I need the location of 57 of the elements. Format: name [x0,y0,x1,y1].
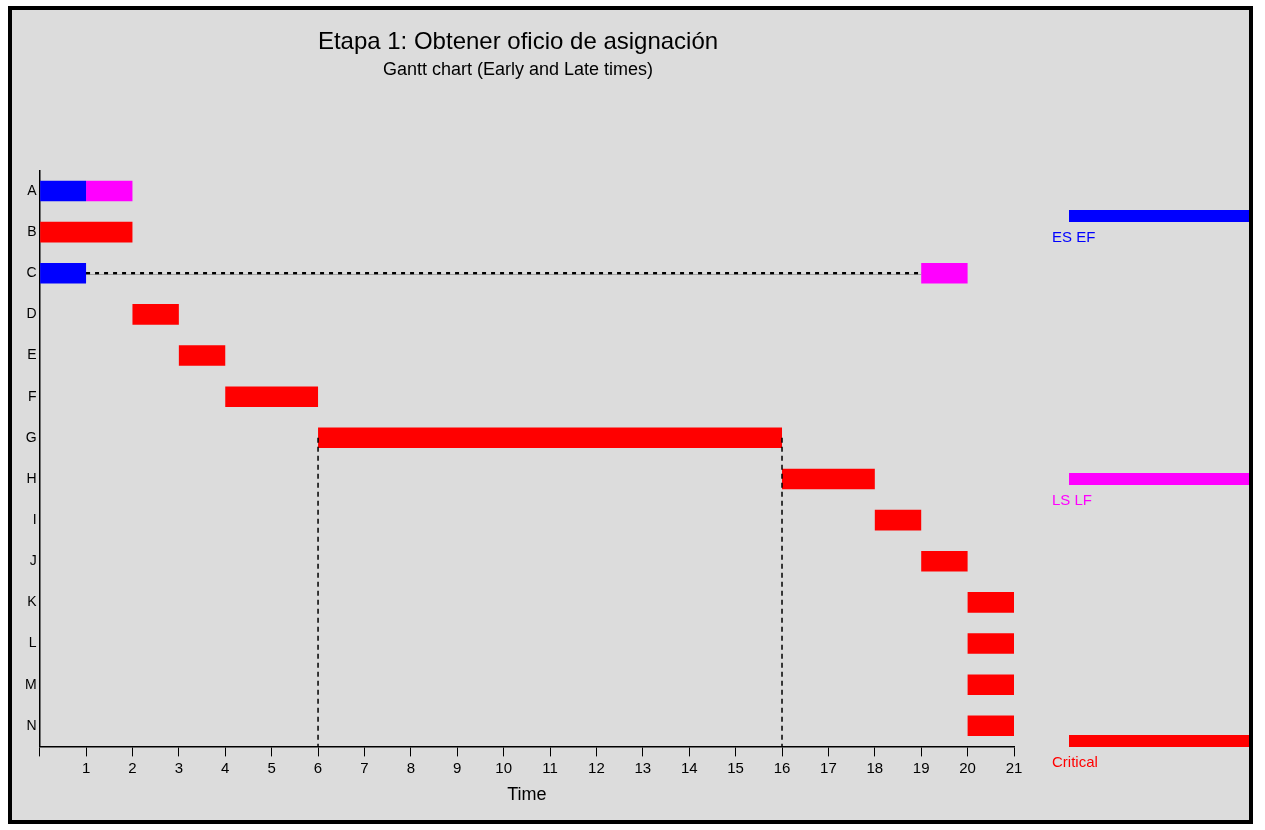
y-tick-label: J [29,552,37,569]
bar [967,715,1014,737]
bar [86,180,133,202]
bar [40,262,87,284]
x-tick-label: 16 [773,758,791,776]
chart-title: Etapa 1: Obtener oficio de asignación [317,27,719,55]
x-tick-label: 8 [406,758,416,776]
y-tick-label: G [25,428,37,445]
y-tick-label: F [28,387,37,404]
y-tick-label: C [26,264,37,281]
x-tick-label: 13 [634,758,652,776]
x-tick-label: 7 [360,758,369,776]
bar [967,592,1014,613]
x-tick-label: 11 [542,758,558,776]
y-tick-label: E [27,346,37,363]
x-tick-label: 19 [912,758,930,776]
text: ES EF [1052,228,1097,245]
bar [225,386,319,407]
bar [921,550,968,572]
bar [782,468,875,490]
x-tick-label: 14 [680,758,698,776]
y-tick-label: A [27,181,38,198]
y-tick-label: K [27,593,38,610]
bar [178,345,226,366]
x-tick-label: 9 [453,758,462,776]
bar [874,509,922,531]
chart-subtitle: Gantt chart (Early and Late times) [382,58,654,79]
x-tick-label: 18 [866,758,884,776]
x-tick-label: 17 [820,758,837,776]
bar [318,427,783,449]
x-tick-label: 4 [221,758,230,776]
bar [921,262,968,284]
x-tick-label: 10 [495,758,512,776]
text: Critical [1052,753,1099,770]
bar [132,304,179,325]
bar [967,674,1014,695]
y-tick-label: D [26,305,37,322]
x-tick-label: 1 [81,758,91,776]
bar [40,221,133,243]
x-tick-label: 21 [1005,758,1023,776]
bar [40,180,87,202]
x-tick-label: 3 [174,758,184,776]
y-tick-label: H [26,469,37,486]
x-tick-label: 12 [588,758,605,776]
x-tick-label: 6 [313,758,323,776]
bar [967,633,1014,654]
x-tick-label: 5 [267,758,276,776]
x-tick-label: 2 [128,758,137,776]
y-tick-label: I [32,510,37,527]
x-tick-label: 20 [959,758,976,776]
y-tick-label: L [28,634,37,651]
y-tick-label: B [27,222,37,239]
y-tick-label: N [26,716,37,733]
text: LS LF [1052,490,1094,508]
y-tick-label: M [24,675,37,692]
x-axis-title: Time [507,784,547,805]
x-tick-label: 15 [727,758,744,776]
